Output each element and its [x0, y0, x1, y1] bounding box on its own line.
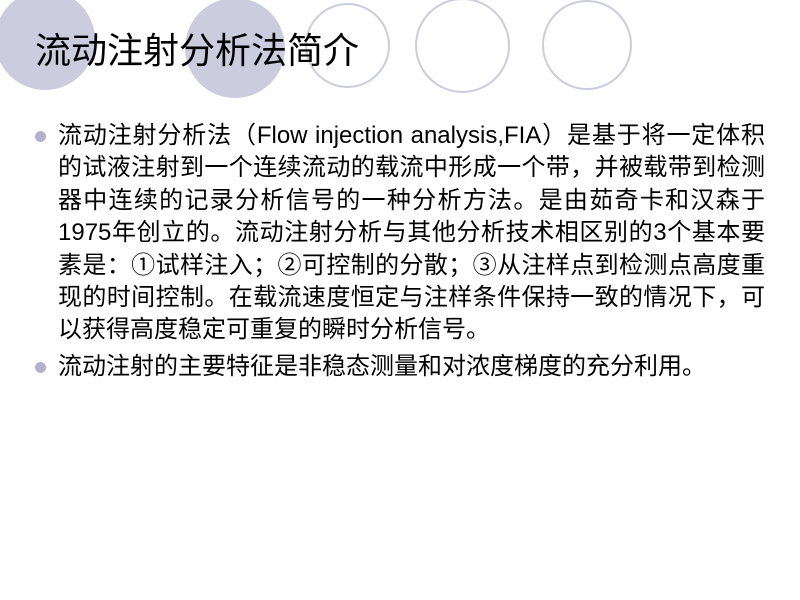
deco-circle: [542, 0, 632, 90]
deco-circle: [415, 0, 510, 93]
bullet-text: 流动注射的主要特征是非稳态测量和对浓度梯度的充分利用。: [58, 351, 706, 383]
bullet-dot: [35, 131, 46, 142]
bullet-item: 流动注射分析法（Flow injection analysis,FIA）是基于将…: [35, 120, 765, 347]
bullet-text: 流动注射分析法（Flow injection analysis,FIA）是基于将…: [58, 120, 765, 347]
bullet-item: 流动注射的主要特征是非稳态测量和对浓度梯度的充分利用。: [35, 351, 765, 383]
bullet-dot: [35, 362, 46, 373]
slide-content: 流动注射分析法（Flow injection analysis,FIA）是基于将…: [35, 120, 765, 387]
slide-title: 流动注射分析法简介: [35, 22, 359, 74]
